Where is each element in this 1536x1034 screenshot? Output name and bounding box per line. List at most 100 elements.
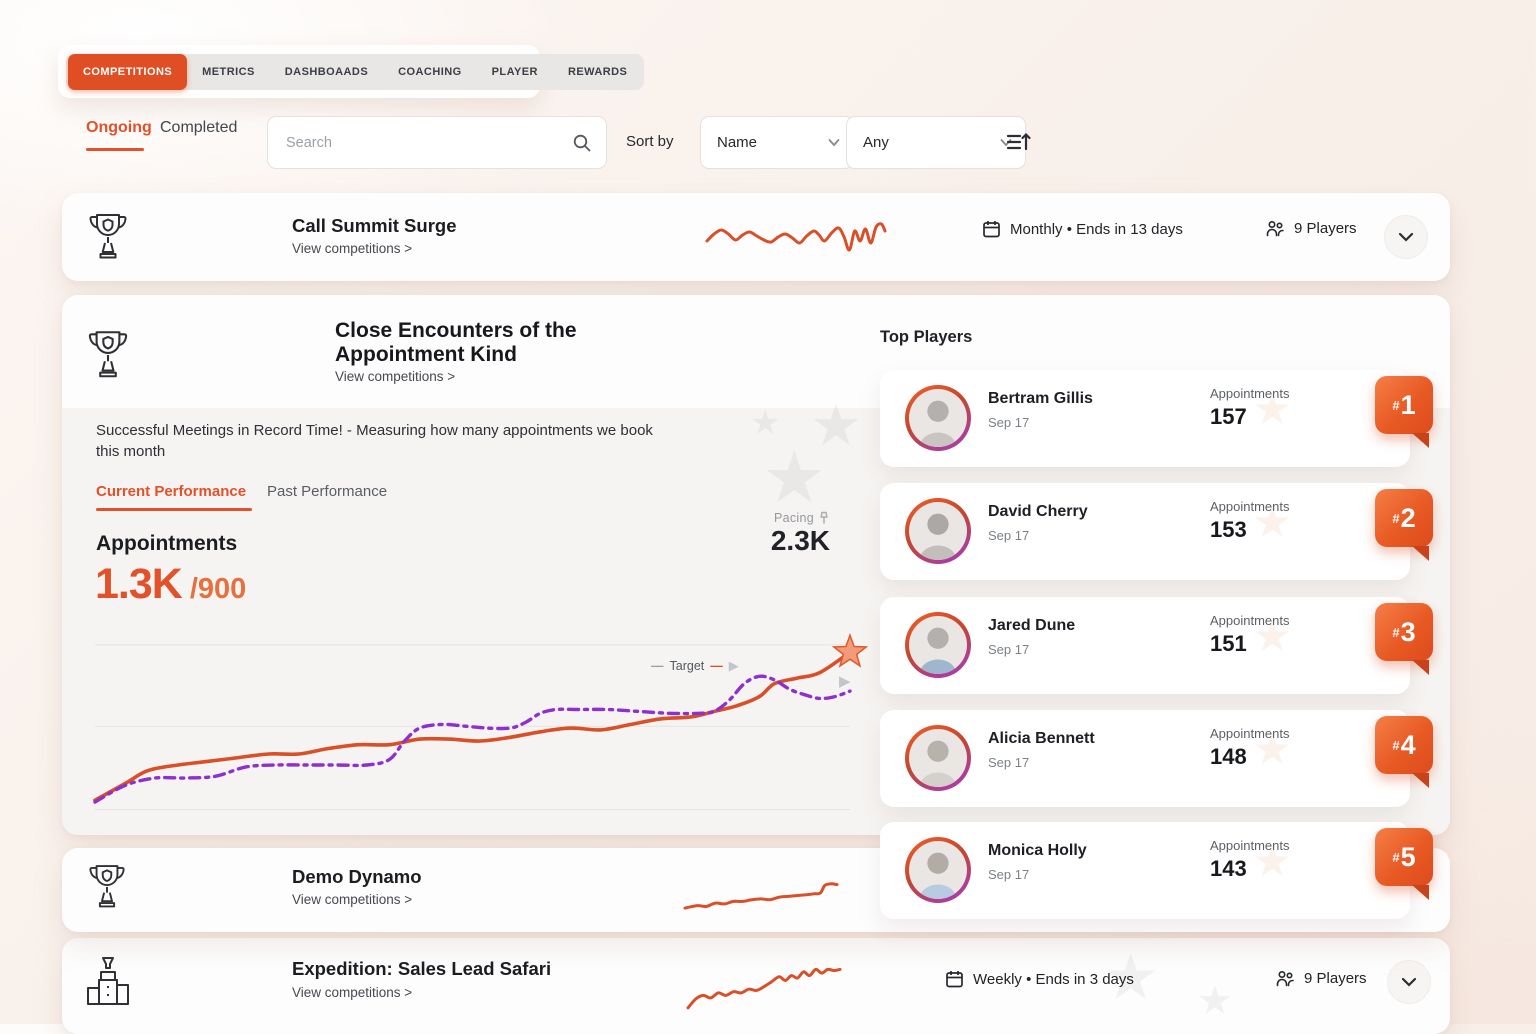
schedule-text: Weekly • Ends in 3 days (973, 970, 1134, 988)
view-competitions-link[interactable]: View competitions > (292, 892, 413, 907)
competition-title: Demo Dynamo (292, 866, 422, 887)
star-decoration: ★ (1102, 940, 1159, 1015)
pacing-value: 2.3K (770, 525, 830, 556)
primary-nav: COMPETITIONS METRICS DASHBOAADS COACHING… (66, 54, 645, 90)
star-decoration: ★ (762, 435, 827, 519)
player-row[interactable]: Jared Dune Sep 17 Appointments 151 ★ #3 (880, 597, 1433, 694)
rank-badge: #1 (1375, 376, 1433, 434)
rank-hash: # (1392, 510, 1400, 526)
search-input[interactable] (284, 133, 572, 152)
expand-card-button[interactable] (1387, 960, 1431, 1004)
avatar (905, 385, 971, 451)
competition-card-expedition[interactable]: Expedition: Sales Lead Safari View compe… (62, 938, 1450, 1034)
view-competitions-link[interactable]: View competitions > (292, 241, 413, 256)
player-name: David Cherry (988, 503, 1088, 520)
top-players-section: Top Players Bertram Gillis Sep 17 Appoin… (880, 328, 1433, 928)
arrow-right-icon: ▶ (839, 673, 851, 690)
star-decoration: ★ (1252, 837, 1292, 886)
metric-value-row: 1.3K /900 (95, 560, 246, 609)
rank-number: 5 (1400, 841, 1416, 872)
calendar-icon (945, 969, 964, 989)
sparkline-chart (683, 882, 839, 910)
view-competitions-link[interactable]: View competitions > (335, 369, 456, 384)
star-decoration: ★ (1252, 612, 1292, 661)
sort-order-button[interactable] (1003, 127, 1033, 162)
player-name: Bertram Gillis (988, 390, 1093, 407)
player-metric-value: 143 (1210, 856, 1247, 881)
chevron-down-icon (1398, 232, 1414, 242)
rank-hash: # (1392, 849, 1400, 865)
competition-title: Expedition: Sales Lead Safari (292, 958, 552, 979)
nav-tab-dashboards[interactable]: DASHBOAADS (270, 54, 383, 90)
calendar-icon (982, 219, 1001, 239)
tab-current-underline (96, 508, 252, 511)
rank-number: 2 (1400, 502, 1416, 533)
schedule-info: Weekly • Ends in 3 days (945, 969, 1134, 989)
player-metric-label: Appointments (1210, 499, 1290, 514)
player-metric-value: 151 (1210, 631, 1247, 656)
sort-scope-select[interactable]: Any (846, 116, 1026, 169)
rank-badge-tail (1412, 885, 1429, 900)
competition-card-call-summit-surge[interactable]: Call Summit Surge View competitions > Mo… (62, 193, 1450, 281)
sparkline-chart (686, 967, 842, 1010)
target-dash-gray: — (651, 659, 664, 673)
tab-ongoing[interactable]: Ongoing (86, 119, 152, 136)
player-row[interactable]: Monica Holly Sep 17 Appointments 143 ★ #… (880, 822, 1433, 919)
schedule-text: Monthly • Ends in 13 days (1010, 220, 1183, 238)
view-competitions-link[interactable]: View competitions > (292, 985, 413, 1000)
nav-tab-coaching[interactable]: COACHING (383, 54, 477, 90)
player-name: Alicia Bennett (988, 730, 1095, 747)
player-row[interactable]: Alicia Bennett Sep 17 Appointments 148 ★… (880, 710, 1433, 807)
nav-tab-metrics[interactable]: METRICS (187, 54, 270, 90)
avatar (905, 725, 971, 791)
nav-tab-competitions[interactable]: COMPETITIONS (68, 54, 188, 90)
nav-tab-rewards[interactable]: REWARDS (553, 54, 642, 90)
target-annotation: — Target — ▶ (651, 658, 739, 674)
sort-field-value: Name (717, 134, 758, 151)
player-name: Monica Holly (988, 842, 1087, 859)
avatar (905, 498, 971, 564)
performance-chart (93, 633, 869, 810)
search-icon[interactable] (572, 133, 592, 153)
star-decoration: ★ (810, 391, 862, 459)
star-decoration: ★ (1252, 498, 1292, 547)
player-metric-value: 148 (1210, 744, 1247, 769)
player-row[interactable]: David Cherry Sep 17 Appointments 153 ★ #… (880, 483, 1433, 580)
rank-badge: #2 (1375, 489, 1433, 547)
metric-label: Appointments (96, 532, 238, 555)
rank-badge-tail (1412, 660, 1429, 675)
player-name: Jared Dune (988, 617, 1076, 634)
competition-title: Close Encounters of the Appointment Kind (335, 319, 577, 367)
player-date: Sep 17 (988, 642, 1030, 657)
nav-tab-player[interactable]: PLAYER (477, 54, 553, 90)
star-decoration: ★ (1197, 978, 1233, 1024)
sort-field-select[interactable]: Name (700, 116, 854, 169)
players-icon (1265, 219, 1285, 238)
rank-badge: #4 (1375, 716, 1433, 774)
player-metric-label: Appointments (1210, 838, 1290, 853)
rank-hash: # (1392, 397, 1400, 413)
podium-trophy-icon (86, 952, 130, 1013)
players-icon (1275, 969, 1295, 988)
arrow-right-icon: ▶ (728, 658, 739, 673)
star-decoration: ★ (1252, 725, 1292, 774)
star-decoration: ★ (750, 403, 780, 443)
tab-past-performance[interactable]: Past Performance (267, 483, 388, 500)
avatar (905, 837, 971, 903)
players-text: 9 Players (1304, 970, 1367, 987)
rank-number: 3 (1400, 616, 1416, 647)
tab-completed[interactable]: Completed (160, 119, 238, 136)
top-players-heading: Top Players (880, 328, 973, 346)
chevron-down-icon (1401, 977, 1417, 987)
player-row[interactable]: Bertram Gillis Sep 17 Appointments 157 ★… (880, 370, 1433, 467)
player-metric-label: Appointments (1210, 613, 1290, 628)
avatar (905, 612, 971, 678)
metric-value: 1.3K (95, 560, 183, 608)
tab-current-performance[interactable]: Current Performance (96, 483, 247, 500)
expand-card-button[interactable] (1384, 215, 1428, 259)
pacing-label: Pacing (773, 511, 814, 525)
player-date: Sep 17 (988, 867, 1030, 882)
competition-card-featured: Close Encounters of the Appointment Kind… (62, 295, 1450, 919)
chevron-down-icon (828, 138, 840, 147)
